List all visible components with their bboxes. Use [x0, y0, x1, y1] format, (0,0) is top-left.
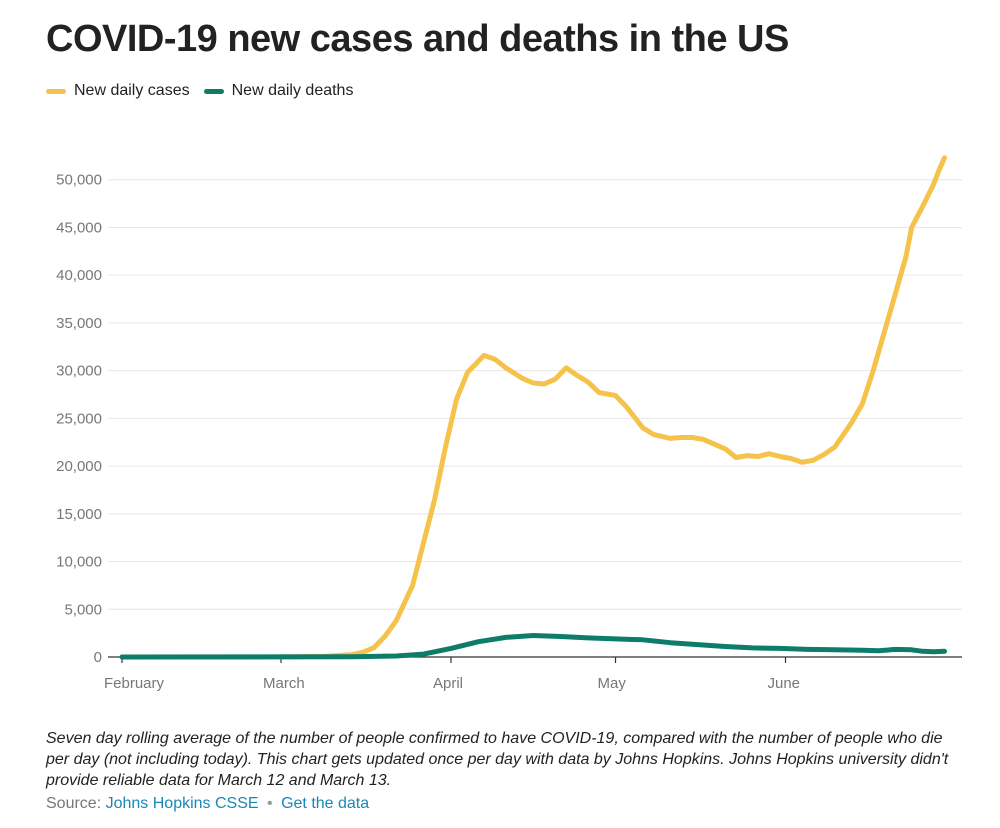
source-link-jhu[interactable]: Johns Hopkins CSSE — [105, 795, 259, 812]
x-tick-label-3: May — [598, 675, 627, 692]
y-tick-label-8: 40,000 — [56, 267, 102, 284]
chart-title: COVID-19 new cases and deaths in the US — [46, 18, 789, 60]
line-chart: 0 5,000 10,000 15,000 20,000 25,000 30,000 35,0… — [56, 155, 962, 692]
source-prefix: Source: — [46, 795, 102, 812]
x-tick-label-0: February — [104, 675, 165, 692]
y-tick-label-2: 10,000 — [56, 554, 102, 571]
y-tick-label-0: 0 — [94, 649, 102, 666]
y-tick-label-5: 25,000 — [56, 410, 102, 427]
legend-item-cases: New daily cases — [46, 82, 190, 100]
x-tick-label-1: March — [263, 675, 305, 692]
y-tick-label-3: 15,000 — [56, 506, 102, 523]
legend-swatch-cases — [46, 88, 66, 94]
y-tick-label-7: 35,000 — [56, 315, 102, 332]
get-the-data-link[interactable]: Get the data — [281, 795, 370, 812]
legend-label-deaths: New daily deaths — [231, 82, 354, 99]
y-tick-label-6: 30,000 — [56, 363, 102, 380]
legend-item-deaths: New daily deaths — [203, 82, 354, 100]
y-tick-label-4: 20,000 — [56, 458, 102, 475]
source-line: Source: Johns Hopkins CSSE • Get the dat… — [46, 795, 369, 813]
y-tick-label-10: 50,000 — [56, 172, 102, 189]
series-line-cases — [119, 155, 947, 660]
series-line-deaths — [119, 633, 947, 660]
y-tick-label-9: 45,000 — [56, 219, 102, 236]
y-tick-label-1: 5,000 — [64, 601, 102, 618]
legend-label-cases: New daily cases — [74, 82, 190, 99]
chart-note: Seven day rolling average of the number … — [46, 730, 949, 789]
x-tick-label-4: June — [767, 675, 800, 692]
chart-legend: New daily cases New daily deaths — [46, 82, 367, 100]
legend-swatch-deaths — [203, 88, 224, 94]
source-separator: • — [267, 795, 273, 812]
x-tick-label-2: April — [433, 675, 463, 692]
